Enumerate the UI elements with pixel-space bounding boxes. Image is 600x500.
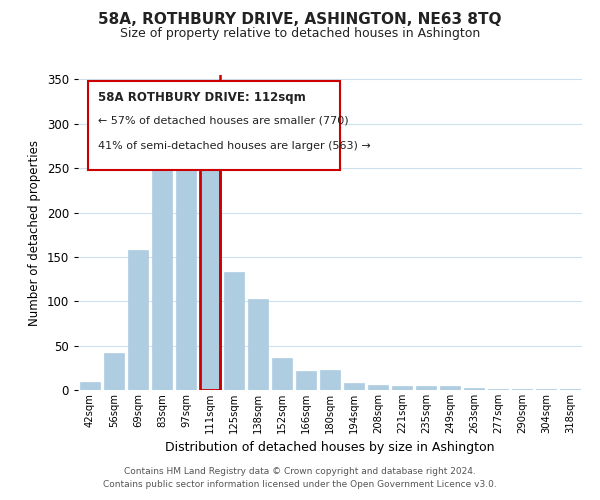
Text: Contains HM Land Registry data © Crown copyright and database right 2024.: Contains HM Land Registry data © Crown c… (124, 467, 476, 476)
Bar (536, 389, 556, 390)
Bar (248, 298, 268, 390)
Bar (176, 140, 196, 390)
Text: Size of property relative to detached houses in Ashington: Size of property relative to detached ho… (120, 28, 480, 40)
Bar (392, 386, 412, 390)
Bar (560, 389, 580, 390)
Y-axis label: Number of detached properties: Number of detached properties (28, 140, 41, 326)
Bar (320, 370, 340, 390)
Text: 41% of semi-detached houses are larger (563) →: 41% of semi-detached houses are larger (… (98, 141, 371, 151)
Bar (104, 352, 124, 390)
Bar (488, 389, 508, 390)
Bar (200, 163, 220, 390)
Bar (368, 384, 388, 390)
Bar (344, 383, 364, 390)
Bar (128, 250, 148, 390)
Text: ← 57% of detached houses are smaller (770): ← 57% of detached houses are smaller (77… (98, 116, 349, 126)
Bar (296, 372, 316, 390)
X-axis label: Distribution of detached houses by size in Ashington: Distribution of detached houses by size … (165, 442, 495, 454)
Bar (512, 389, 532, 390)
Bar (464, 388, 484, 390)
Bar (152, 142, 172, 390)
Bar (80, 382, 100, 390)
Text: 58A ROTHBURY DRIVE: 112sqm: 58A ROTHBURY DRIVE: 112sqm (98, 91, 306, 104)
Text: 58A, ROTHBURY DRIVE, ASHINGTON, NE63 8TQ: 58A, ROTHBURY DRIVE, ASHINGTON, NE63 8TQ (98, 12, 502, 28)
Bar (224, 272, 244, 390)
Bar (416, 386, 436, 390)
Bar (272, 358, 292, 390)
Bar (440, 386, 460, 390)
FancyBboxPatch shape (88, 82, 340, 170)
Text: Contains public sector information licensed under the Open Government Licence v3: Contains public sector information licen… (103, 480, 497, 489)
